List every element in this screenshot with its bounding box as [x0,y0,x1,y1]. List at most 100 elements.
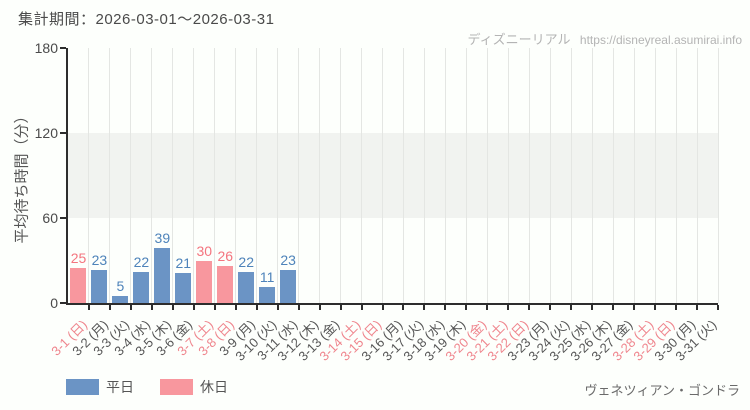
bar-3-1[interactable] [70,267,87,303]
x-tick-mark [717,305,719,310]
y-tick-label-60: 60 [42,210,58,226]
gridline [717,48,719,303]
x-tick-mark [654,305,657,310]
bar-value-3-4: 22 [133,253,150,270]
legend-item-weekday[interactable]: 平日 [66,377,134,397]
gridline [465,48,467,303]
gridline [319,48,321,303]
x-tick-mark [381,305,384,310]
gridline [570,48,572,303]
bar-3-3[interactable] [112,295,129,303]
x-tick-mark [108,305,111,310]
x-tick-mark [150,305,153,310]
x-tick-mark [444,305,447,310]
chart-legend: 平日 休日 [66,377,228,397]
gridline [507,48,509,303]
y-tick-label-0: 0 [50,295,58,311]
gridline [214,48,216,303]
x-tick-mark [465,305,468,310]
x-tick-mark [696,305,699,310]
x-tick-mark [360,305,363,310]
gridline [382,48,384,303]
site-url: https://disneyreal.asumirai.info [579,33,742,47]
bar-value-3-9: 22 [238,253,254,270]
x-tick-mark [423,305,426,310]
gridline [340,48,342,303]
site-watermark: ディズニーリアル https://disneyreal.asumirai.inf… [468,29,743,49]
y-tick-mark-60 [60,217,66,219]
x-axis-line [66,303,718,305]
shaded-band-60-120 [68,133,718,218]
y-tick-mark-180 [60,47,66,49]
gridline [423,48,425,303]
x-tick-mark [591,305,594,310]
x-tick-mark [318,305,321,310]
y-tick-label-180: 180 [34,40,58,56]
gridline [235,48,237,303]
bar-3-11[interactable] [280,270,297,303]
bar-3-8[interactable] [217,266,234,303]
x-tick-mark [549,305,552,310]
gridline [654,48,656,303]
y-tick-mark-120 [60,132,66,134]
bar-3-4[interactable] [133,271,150,303]
holiday-color-swatch [160,379,193,395]
bar-3-5[interactable] [154,247,171,303]
bar-3-9[interactable] [238,271,255,303]
x-tick-mark [213,305,216,310]
x-tick-mark [129,305,132,310]
weekday-color-swatch [66,379,99,395]
bar-3-10[interactable] [259,287,276,303]
attraction-name: ヴェネツィアン・ゴンドラ [584,383,740,398]
x-tick-mark [675,305,678,310]
gridline [696,48,698,303]
gridline [486,48,488,303]
report-period-title: 集計期間：2026-03-01～2026-03-31 [18,11,275,28]
bar-value-3-1: 25 [70,249,87,266]
gridline [88,48,90,303]
gridline [277,48,279,303]
bar-3-7[interactable] [196,260,213,303]
x-tick-mark [339,305,342,310]
y-axis-line [66,48,68,305]
bar-value-3-5: 39 [154,229,171,246]
gridline [256,48,258,303]
gridline [591,48,593,303]
x-tick-mark [507,305,510,310]
x-tick-mark [528,305,531,310]
x-tick-mark [570,305,573,310]
gridline [298,48,300,303]
gridline [109,48,111,303]
y-tick-mark-0 [60,302,66,304]
bar-value-3-11: 23 [280,252,296,269]
gridline [612,48,614,303]
gridline [402,48,404,303]
gridline [633,48,635,303]
gridline [361,48,363,303]
gridline [675,48,677,303]
bar-value-3-8: 26 [217,248,234,265]
site-name: ディズニーリアル [467,32,571,47]
gridline [193,48,195,303]
legend-item-holiday[interactable]: 休日 [160,377,228,397]
bar-value-3-7: 30 [196,242,213,259]
plot-area: 平均待ち時間（分） 0 60 120 180 25 3-1 (日) 23 3-2 (月) 5 3-… [14,40,720,364]
x-tick-mark [234,305,237,310]
x-tick-mark [402,305,405,310]
x-tick-mark [297,305,300,310]
gridline [130,48,132,303]
bar-value-3-2: 23 [91,252,108,269]
bar-3-2[interactable] [91,270,108,303]
gridline [549,48,551,303]
x-tick-mark [612,305,615,310]
bar-3-6[interactable] [175,273,192,303]
x-tick-mark [87,305,90,310]
gridline [151,48,153,303]
gridline [444,48,446,303]
x-tick-mark [276,305,279,310]
x-tick-mark [192,305,195,310]
x-tick-mark [171,305,174,310]
x-tick-mark [255,305,258,310]
bar-value-3-10: 11 [259,269,275,286]
